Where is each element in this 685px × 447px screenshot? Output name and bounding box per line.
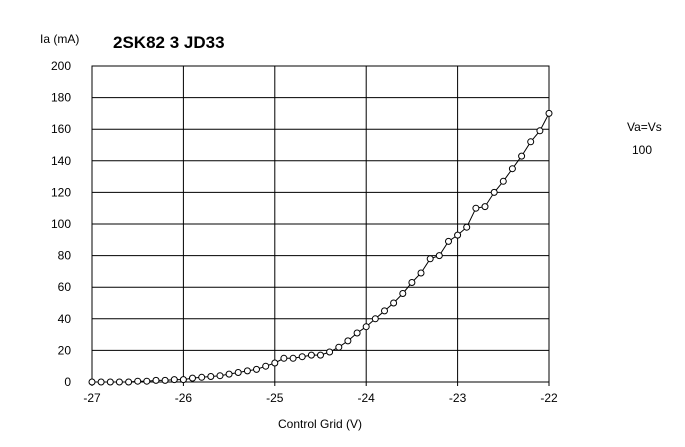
data-point [243,367,251,375]
data-point [271,359,279,367]
data-point [454,231,462,239]
data-point [317,351,324,359]
data-point [298,353,306,361]
data-point [518,152,526,160]
x-tick-label: -22 [540,391,558,405]
chart-title: 2SK82 3 JD33 [113,33,225,52]
data-point [143,377,151,385]
data-point [463,223,471,231]
y-tick-labels: 0 20 40 60 80 100 120 140 160 180 200 [51,59,71,389]
y-tick-label: 120 [51,185,71,199]
data-point [198,373,206,381]
data-point [225,370,233,378]
data-point [189,374,196,382]
data-point [408,279,416,286]
x-tick-label: -23 [449,391,467,405]
data-point [326,348,334,356]
grid-lines [91,65,550,386]
data-point [335,343,343,351]
x-tick-labels: -27 -26 -25 -24 -23 -22 [83,391,558,405]
data-point [262,362,270,370]
data-point [417,269,425,277]
data-point [179,376,187,384]
data-point [234,369,242,376]
x-tick-label: -25 [266,391,284,405]
data-point [216,372,224,380]
data-point [371,315,379,323]
data-point [125,378,133,386]
x-axis-label: Control Grid (V) [278,417,362,431]
series-points [88,109,553,386]
y-tick-label: 60 [58,280,72,294]
data-point [280,354,288,362]
data-point [508,165,516,173]
data-point [115,378,123,386]
data-point [344,337,352,345]
data-point [472,204,480,212]
y-tick-label: 0 [64,375,71,389]
plot-frame [91,65,550,383]
data-point [362,323,370,331]
series-line [92,113,550,383]
y-tick-label: 200 [51,59,71,73]
legend-entry: 100 [632,143,652,157]
data-point [289,354,297,362]
data-point [88,378,96,386]
y-tick-label: 20 [58,343,72,357]
data-point [134,377,142,385]
data-point [536,127,544,135]
data-point [481,203,489,211]
data-point [390,299,398,307]
data-point [426,255,434,263]
data-point [253,365,260,373]
data-point [445,237,452,245]
data-point [97,378,105,386]
x-tick-label: -27 [83,391,101,405]
data-point [307,351,315,359]
data-point [106,378,114,386]
y-tick-label: 140 [51,154,71,168]
x-tick-label: -24 [358,391,376,405]
y-tick-label: 160 [51,122,71,136]
data-point [353,329,361,337]
data-point [499,177,507,185]
y-tick-label: 100 [51,217,71,231]
data-point [207,373,215,380]
y-tick-label: 180 [51,91,71,105]
y-tick-label: 40 [58,312,72,326]
data-point [399,290,407,297]
data-point [152,376,160,384]
data-point [527,138,535,146]
legend-title: Va=Vs [627,120,662,134]
data-point [381,307,388,315]
data-point [161,376,169,384]
data-point [545,109,553,117]
x-tick-label: -26 [175,391,193,405]
y-tick-label: 80 [58,249,72,263]
data-point [435,252,443,260]
y-axis-label: Ia (mA) [40,32,79,46]
data-point [490,188,498,196]
data-point [170,376,178,384]
